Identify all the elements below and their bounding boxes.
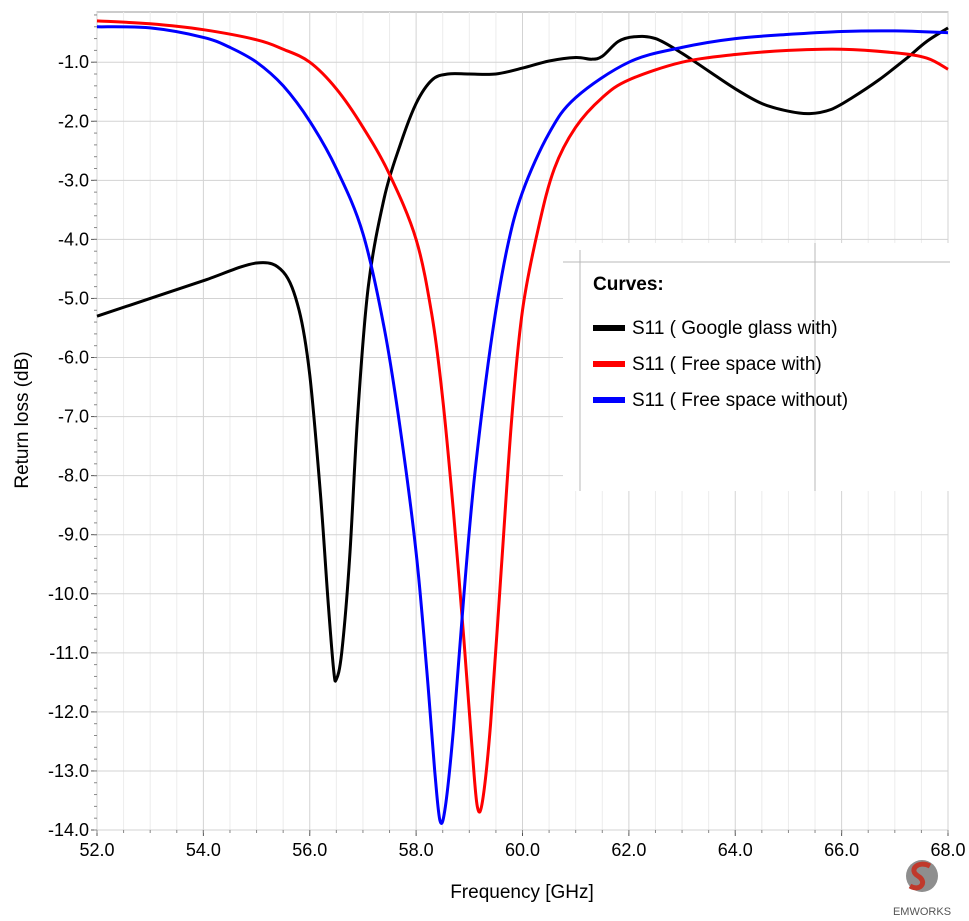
- y-tick-label: -10.0: [48, 584, 89, 604]
- y-axis-ticks: -1.0 -2.0 -3.0 -4.0 -5.0 -6.0 -7.0 -8.0 -9.0 -10.…: [48, 14, 97, 840]
- x-tick-label: 54.0: [186, 840, 221, 860]
- y-tick-label: -3.0: [58, 170, 89, 190]
- y-tick-label: -2.0: [58, 111, 89, 131]
- y-tick-label: -5.0: [58, 288, 89, 308]
- y-tick-label: -8.0: [58, 466, 89, 486]
- legend-label: S11 ( Free space with): [632, 354, 822, 375]
- y-tick-label: -7.0: [58, 407, 89, 427]
- x-tick-label: 52.0: [79, 840, 114, 860]
- logo-wordmark: EMWORKS: [893, 906, 951, 918]
- x-tick-label: 62.0: [611, 840, 646, 860]
- logo-swoosh: [908, 861, 932, 891]
- y-tick-label: -11.0: [49, 643, 89, 663]
- y-tick-label: -14.0: [48, 820, 89, 840]
- y-tick-label: -9.0: [58, 525, 89, 545]
- x-axis-title: Frequency [GHz]: [450, 882, 594, 903]
- y-tick-label: -1.0: [58, 52, 89, 72]
- x-tick-label: 56.0: [292, 840, 327, 860]
- y-tick-label: -6.0: [58, 348, 89, 368]
- x-tick-label: 64.0: [718, 840, 753, 860]
- legend-items: S11 ( Google glass with) S11 ( Free space…: [593, 318, 848, 411]
- legend-label: S11 ( Google glass with): [632, 318, 838, 339]
- series-free-space-with-line: [96, 19, 949, 814]
- x-tick-label: 66.0: [824, 840, 859, 860]
- y-tick-label: -13.0: [48, 761, 89, 781]
- series-google-glass-with-line: [96, 26, 949, 683]
- x-axis-ticks: 52.0 54.0 56.0 58.0 60.0 62.0 64.0 66.0 68.0: [79, 830, 966, 860]
- legend-label: S11 ( Free space without): [632, 390, 848, 411]
- x-tick-label: 58.0: [399, 840, 434, 860]
- series-group: [96, 19, 949, 825]
- y-tick-label: -4.0: [58, 229, 89, 249]
- x-tick-label: 68.0: [930, 840, 965, 860]
- legend-box: [563, 243, 950, 491]
- emworks-logo: EMWORKS: [893, 860, 951, 918]
- series-free-space-without-line: [96, 25, 949, 825]
- y-axis-title: Return loss (dB): [12, 351, 33, 488]
- legend-title: Curves:: [593, 274, 664, 295]
- legend: Curves: S11 ( Google glass with) S11 ( Fr…: [563, 243, 950, 491]
- y-tick-label: -12.0: [48, 702, 89, 722]
- x-tick-label: 60.0: [505, 840, 540, 860]
